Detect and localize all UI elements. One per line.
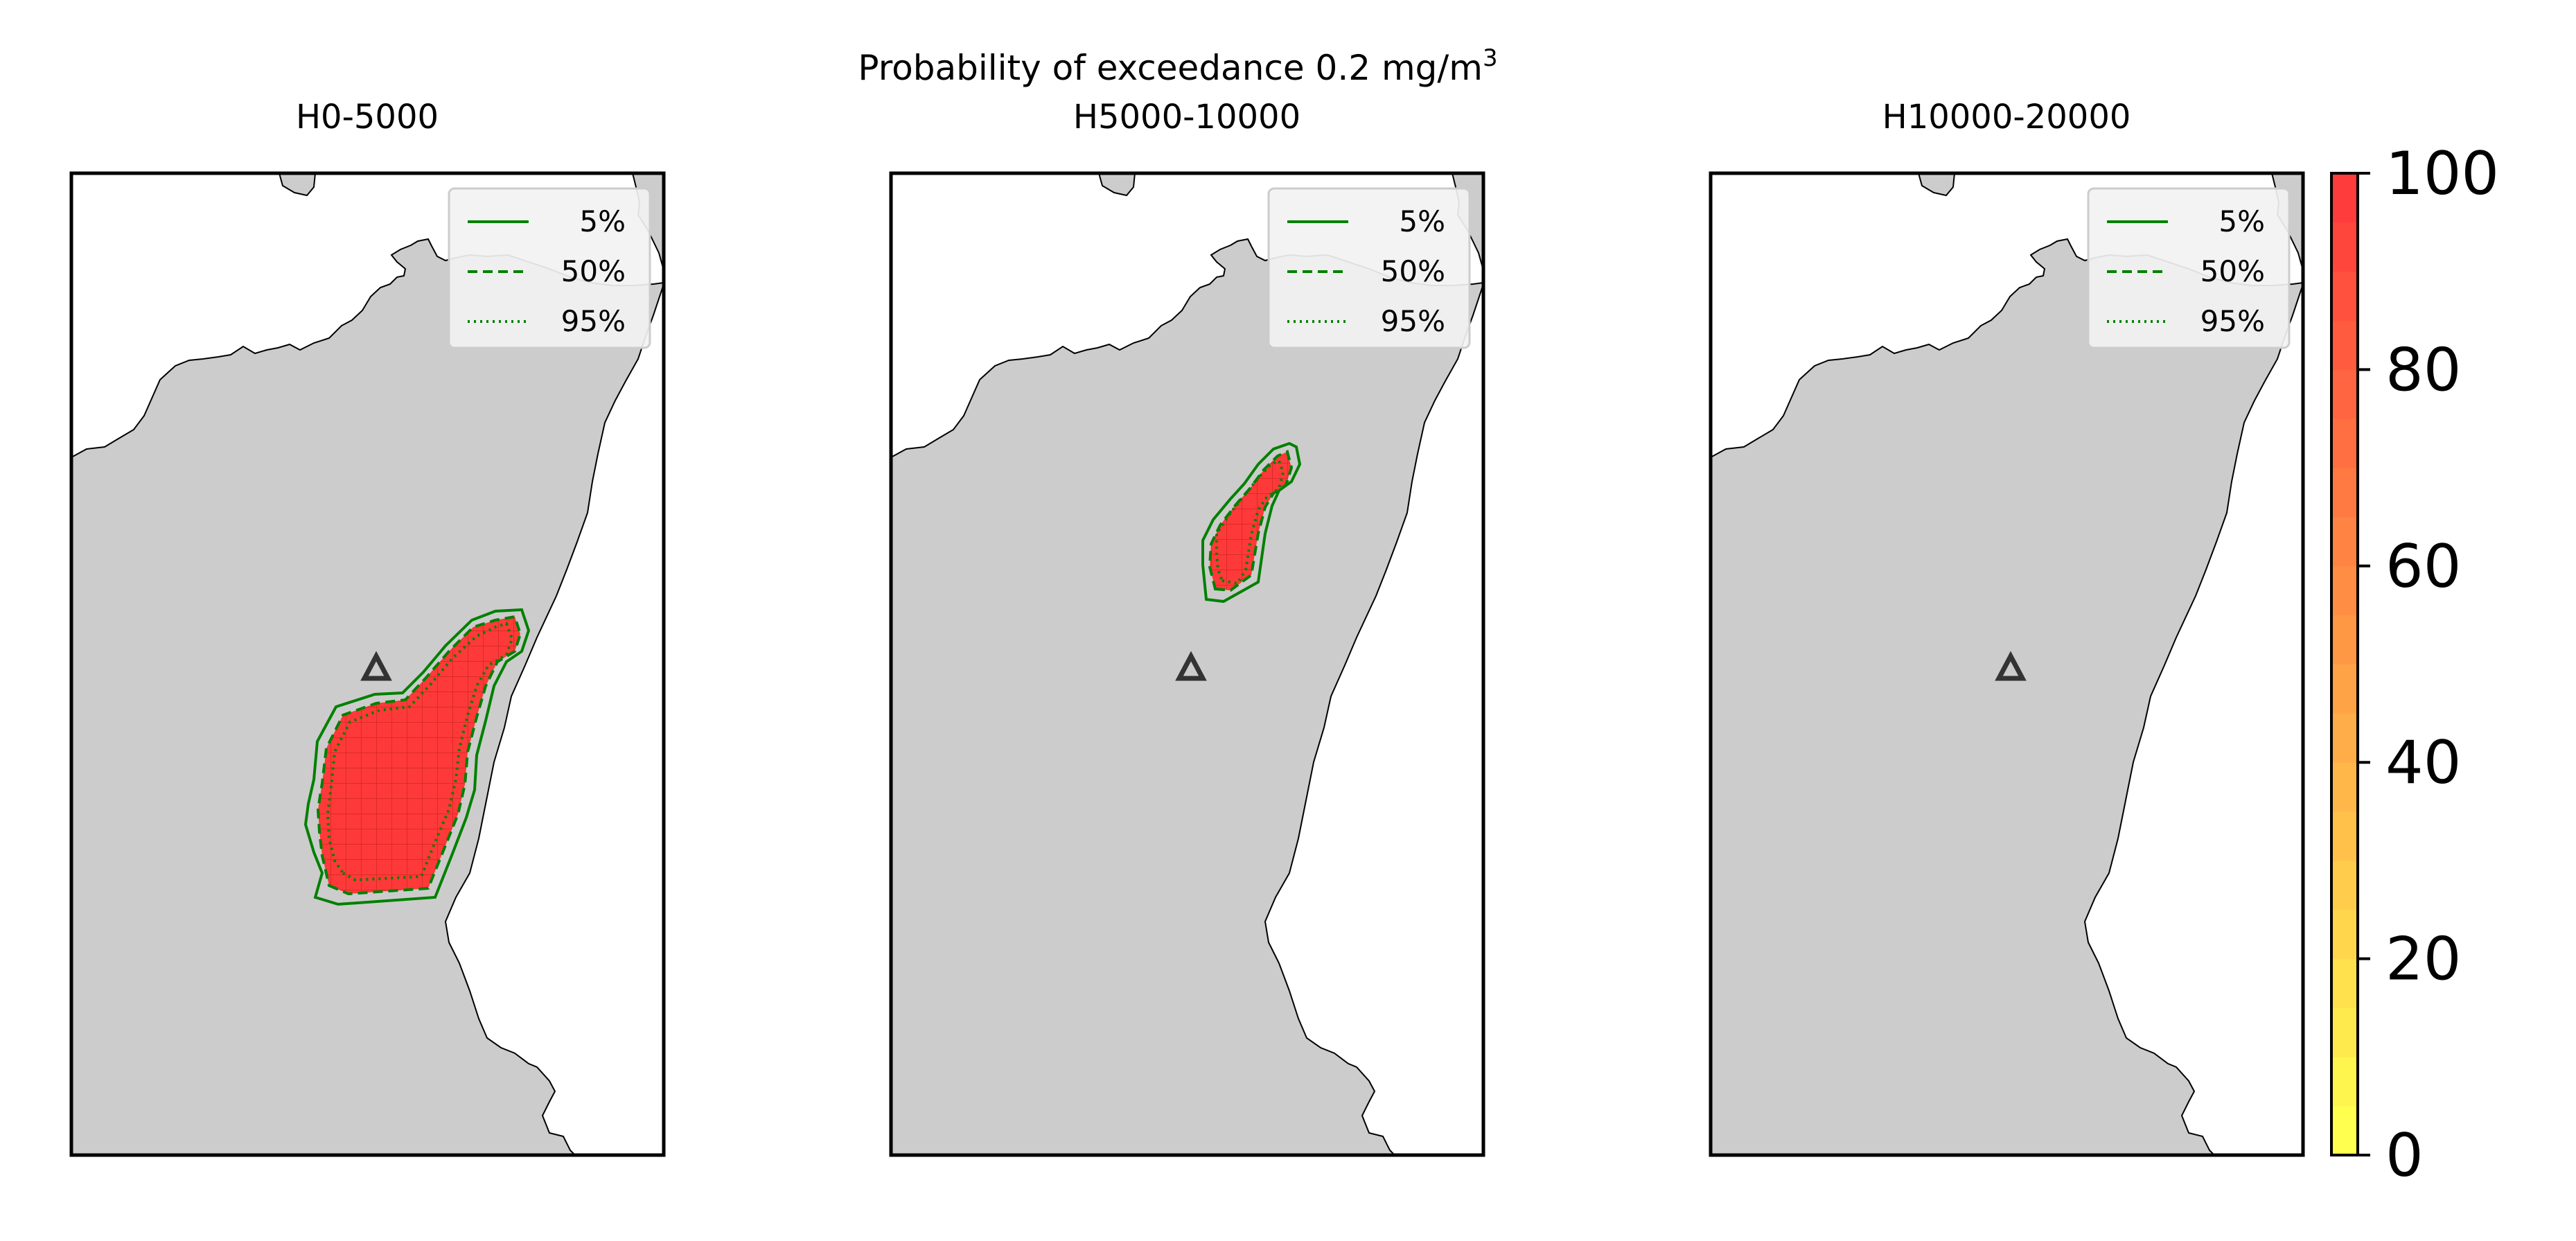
island [1917,173,1956,197]
plume-grid [318,617,520,894]
land-area [71,173,664,1155]
colorbar-tick-label: 60 [2385,532,2461,601]
legend-label: 95% [561,304,626,338]
colorbar-tick-label: 0 [2385,1121,2424,1190]
colorbar-cell [2331,1057,2358,1107]
colorbar-cell [2331,860,2358,910]
colorbar-tick-label: 100 [2385,139,2499,209]
map-frame [889,171,1485,1157]
island [278,173,317,197]
figure-suptitle-superscript: 3 [1483,44,1498,72]
contour-95pct [326,622,514,882]
colorbar-cell [2331,811,2358,861]
colorbar-cell [2331,909,2358,960]
legend-label: 5% [2218,204,2265,238]
colorbar-cell [2331,419,2358,468]
panel-title: H10000-20000 [1882,98,2131,137]
panel-title: H5000-10000 [1073,98,1300,137]
map-frame [1709,171,2305,1157]
map-frame [69,171,666,1157]
contour-95pct [1215,459,1285,586]
colorbar-cell [2331,369,2358,419]
contour-50pct [1208,450,1294,592]
legend-label: 5% [579,204,626,238]
colorbar-cell [2331,1007,2358,1057]
colorbar: 0 20 40 60 80 100 [2330,139,2499,1190]
map-panel-h0-5000: H0-5000 5% 50% 95% [69,98,666,1157]
legend-label: 5% [1399,204,1445,238]
contour-5pct [1201,441,1302,604]
map-panel-h5000-10000: H5000-10000 5% 50% 95% [889,98,1485,1157]
colorbar-cell [2331,320,2358,370]
contour-5pct [303,608,531,906]
legend: 5% 50% 95% [2087,187,2291,349]
colorbar-cell [2331,664,2358,714]
colorbar-cell [2331,271,2358,322]
figure-suptitle: Probability of exceedance 0.2 mg/m3 [858,44,1497,88]
colorbar-cell [2331,1106,2358,1156]
legend: 5% 50% 95% [448,187,651,349]
vent-marker [1995,651,2027,681]
colorbar-cell [2331,762,2358,812]
colorbar-cell [2331,516,2358,567]
legend-label: 50% [1381,254,1445,288]
legend-label: 95% [2200,304,2265,338]
colorbar-tick-label: 20 [2385,925,2461,994]
colorbar-tick-label: 80 [2385,335,2461,405]
plume-grid [1210,452,1291,590]
legend-label: 50% [2200,254,2265,288]
legend-label: 50% [561,254,626,288]
vent-marker [360,651,392,681]
legend-label: 95% [1381,304,1445,338]
contour-50pct [316,615,522,896]
colorbar-cell [2331,958,2358,1008]
legend: 5% 50% 95% [1267,187,1471,349]
colorbar-cell [2331,468,2358,518]
vent-marker [1175,651,1207,681]
colorbar-tick-label: 40 [2385,728,2461,798]
colorbar-cell [2331,173,2358,223]
island [1097,173,1136,197]
map-panel-h10000-20000: H10000-20000 5% 50% 95% [1709,98,2305,1157]
colorbar-frame [2330,172,2359,1156]
colorbar-cell [2331,713,2358,763]
colorbar-cell [2331,222,2358,272]
colorbar-cell [2331,615,2358,664]
colorbar-cell [2331,565,2358,616]
panel-title: H0-5000 [296,98,439,137]
